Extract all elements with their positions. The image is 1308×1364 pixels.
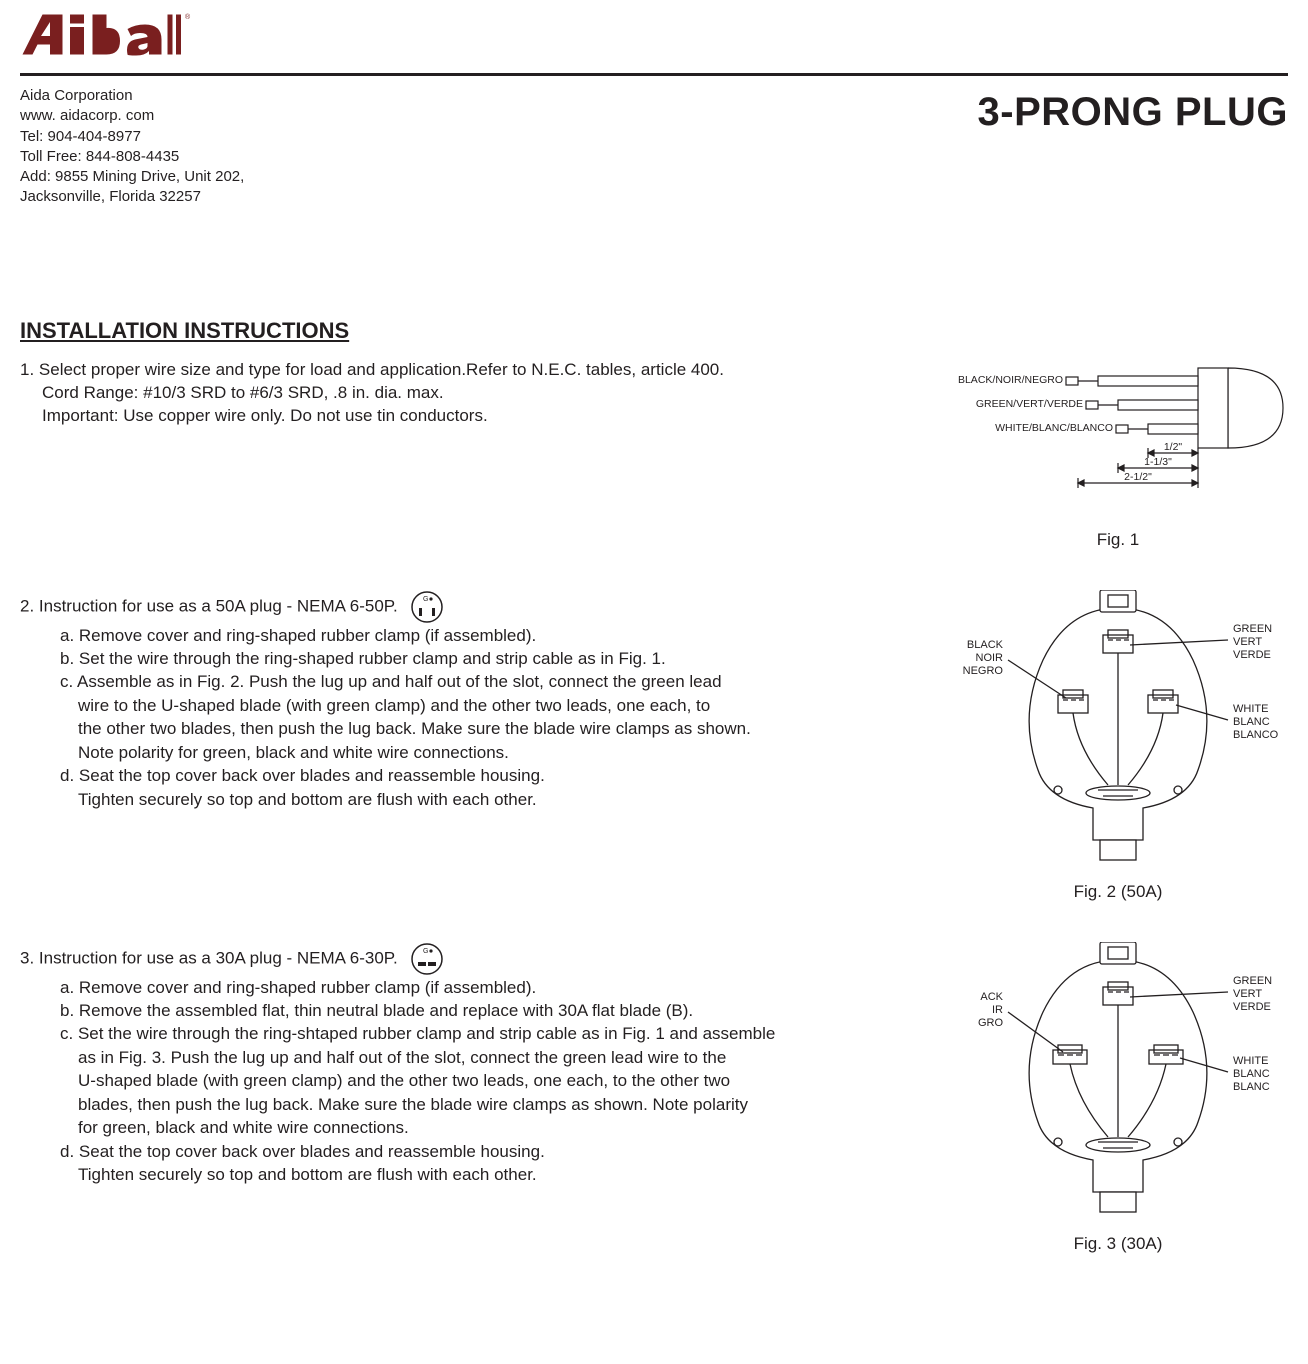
fig2-rb-3: BLANCO bbox=[1233, 729, 1279, 741]
nema-6-50p-icon: G bbox=[410, 590, 444, 624]
step-3-row: 3. Instruction for use as a 30A plug - N… bbox=[20, 942, 1288, 1254]
figure-2: BLACK NOIR NEGRO GREEN VERT VERDE WHITE … bbox=[948, 590, 1288, 902]
figure-1: BLACK/NOIR/NEGRO GREEN/VERT/VERDE WHITE/… bbox=[948, 358, 1288, 550]
step-2-text: 2. Instruction for use as a 50A plug - N… bbox=[20, 590, 948, 812]
step2-c3: the other two blades, then push the lug … bbox=[78, 717, 948, 740]
step1-line2: Cord Range: #10/3 SRD to #6/3 SRD, .8 in… bbox=[42, 381, 948, 404]
step2-title: 2. Instruction for use as a 50A plug - N… bbox=[20, 590, 948, 624]
step3-c5: for green, black and white wire connecti… bbox=[78, 1116, 948, 1139]
fig1-d3: 2-1/2" bbox=[1124, 471, 1152, 483]
fig1-white: WHITE/BLANC/BLANCO bbox=[995, 422, 1113, 434]
step2-d1: d. Seat the top cover back over blades a… bbox=[60, 764, 948, 787]
header: ® bbox=[20, 12, 1288, 67]
info-title-row: Aida Corporation www. aidacorp. com Tel:… bbox=[20, 86, 1288, 208]
fig3-caption: Fig. 3 (30A) bbox=[948, 1234, 1288, 1254]
fig1-d2: 1-1/3" bbox=[1144, 456, 1172, 468]
step3-d2: Tighten securely so top and bottom are f… bbox=[78, 1163, 948, 1186]
company-website: www. aidacorp. com bbox=[20, 106, 244, 126]
step3-a: a. Remove cover and ring-shaped rubber c… bbox=[60, 976, 948, 999]
step3-c2: as in Fig. 3. Push the lug up and half o… bbox=[78, 1046, 948, 1069]
step-1-row: 1. Select proper wire size and type for … bbox=[20, 358, 1288, 550]
step3-c4: blades, then push the lug back. Make sur… bbox=[78, 1093, 948, 1116]
company-addr1: Add: 9855 Mining Drive, Unit 202, bbox=[20, 167, 244, 187]
step2-b: b. Set the wire through the ring-shaped … bbox=[60, 647, 948, 670]
fig3-rt-1: GREEN bbox=[1233, 975, 1272, 987]
fig2-rt-2: VERT bbox=[1233, 636, 1262, 648]
brand-logo: ® bbox=[20, 12, 250, 67]
company-info: Aida Corporation www. aidacorp. com Tel:… bbox=[20, 86, 244, 208]
fig3-svg: ACK IR GRO GREEN VERT VERDE WHITE BLANC … bbox=[948, 942, 1288, 1222]
step2-c2: wire to the U-shaped blade (with green c… bbox=[78, 694, 948, 717]
company-addr2: Jacksonville, Florida 32257 bbox=[20, 187, 244, 207]
company-name: Aida Corporation bbox=[20, 86, 244, 106]
step1-line1: 1. Select proper wire size and type for … bbox=[20, 358, 948, 381]
fig2-left-3: NEGRO bbox=[963, 665, 1004, 677]
fig3-rb-1: WHITE bbox=[1233, 1055, 1268, 1067]
header-rule bbox=[20, 73, 1288, 76]
fig1-caption: Fig. 1 bbox=[948, 530, 1288, 550]
fig1-black: BLACK/NOIR/NEGRO bbox=[958, 374, 1063, 386]
svg-text:G: G bbox=[423, 596, 428, 603]
fig2-svg: BLACK NOIR NEGRO GREEN VERT VERDE WHITE … bbox=[948, 590, 1288, 870]
figure-3: ACK IR GRO GREEN VERT VERDE WHITE BLANC … bbox=[948, 942, 1288, 1254]
product-title: 3-PRONG PLUG bbox=[978, 86, 1288, 135]
fig2-rt-3: VERDE bbox=[1233, 649, 1271, 661]
registered-mark: ® bbox=[185, 13, 191, 21]
fig2-caption: Fig. 2 (50A) bbox=[948, 882, 1288, 902]
step3-title-text: 3. Instruction for use as a 30A plug - N… bbox=[20, 948, 398, 967]
fig3-rb-3: BLANC bbox=[1233, 1081, 1270, 1093]
step2-a: a. Remove cover and ring-shaped rubber c… bbox=[60, 624, 948, 647]
fig3-left-1: ACK bbox=[980, 991, 1003, 1003]
step1-line3: Important: Use copper wire only. Do not … bbox=[42, 404, 948, 427]
company-tel: Tel: 904-404-8977 bbox=[20, 127, 244, 147]
step2-c1: c. Assemble as in Fig. 2. Push the lug u… bbox=[60, 670, 948, 693]
fig2-rb-2: BLANC bbox=[1233, 716, 1270, 728]
section-title: INSTALLATION INSTRUCTIONS bbox=[20, 318, 1288, 344]
step2-d2: Tighten securely so top and bottom are f… bbox=[78, 788, 948, 811]
step2-c4: Note polarity for green, black and white… bbox=[78, 741, 948, 764]
fig3-rt-2: VERT bbox=[1233, 988, 1262, 1000]
svg-text:G: G bbox=[423, 948, 428, 955]
fig3-rt-3: VERDE bbox=[1233, 1001, 1271, 1013]
fig2-left-2: NOIR bbox=[976, 652, 1004, 664]
fig3-left-3: GRO bbox=[978, 1017, 1004, 1029]
fig1-green: GREEN/VERT/VERDE bbox=[976, 398, 1083, 410]
step3-c3: U-shaped blade (with green clamp) and th… bbox=[78, 1069, 948, 1092]
fig2-rb-1: WHITE bbox=[1233, 703, 1268, 715]
step-3-text: 3. Instruction for use as a 30A plug - N… bbox=[20, 942, 948, 1187]
step3-b: b. Remove the assembled flat, thin neutr… bbox=[60, 999, 948, 1022]
nema-6-30p-icon: G bbox=[410, 942, 444, 976]
fig1-svg: BLACK/NOIR/NEGRO GREEN/VERT/VERDE WHITE/… bbox=[948, 358, 1288, 518]
step3-title: 3. Instruction for use as a 30A plug - N… bbox=[20, 942, 948, 976]
step-2-row: 2. Instruction for use as a 50A plug - N… bbox=[20, 590, 1288, 902]
company-tollfree: Toll Free: 844-808-4435 bbox=[20, 147, 244, 167]
step3-d1: d. Seat the top cover back over blades a… bbox=[60, 1140, 948, 1163]
step3-c1: c. Set the wire through the ring-shtaped… bbox=[60, 1022, 948, 1045]
aida-logo-svg: ® bbox=[20, 12, 250, 62]
fig1-d1: 1/2" bbox=[1164, 441, 1183, 453]
fig2-rt-1: GREEN bbox=[1233, 623, 1272, 635]
fig3-rb-2: BLANC bbox=[1233, 1068, 1270, 1080]
fig2-left-1: BLACK bbox=[967, 639, 1004, 651]
step2-title-text: 2. Instruction for use as a 50A plug - N… bbox=[20, 596, 398, 615]
step-1-text: 1. Select proper wire size and type for … bbox=[20, 358, 948, 428]
fig3-left-2: IR bbox=[992, 1004, 1003, 1016]
